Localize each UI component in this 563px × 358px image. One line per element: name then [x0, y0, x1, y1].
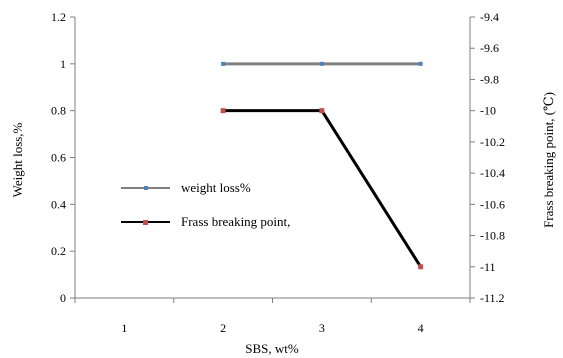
y-tick-label: 1	[60, 57, 66, 71]
data-point-series-2	[418, 264, 424, 270]
y-axis-title: Weight loss,%	[10, 122, 25, 197]
data-point-series-1	[418, 61, 423, 66]
y-tick-label: 0.6	[51, 151, 66, 165]
data-point-series-1	[221, 61, 226, 66]
y2-tick-label: -10	[480, 104, 496, 118]
legend-marker-weight-loss	[144, 186, 148, 190]
y2-tick-label: -10.8	[480, 229, 505, 243]
y2-tick-label: -11.2	[480, 291, 505, 305]
y-tick-label: 0.2	[51, 244, 66, 258]
x-axis-title: SBS, wt%	[245, 341, 299, 356]
y2-tick-label: -10.2	[480, 135, 505, 149]
series	[220, 61, 424, 270]
y2-axis-title: Frass breaking point, (℃)	[541, 92, 556, 228]
legend-label-weight-loss: weight loss%	[181, 180, 251, 195]
y2-tick-label: -10.6	[480, 197, 505, 211]
y-tick-label: 1.2	[51, 10, 66, 24]
legend-marker-frass	[143, 220, 148, 225]
data-point-series-2	[319, 108, 325, 114]
y2-tick-label: -11	[480, 260, 496, 274]
x-tick-label: 2	[220, 321, 226, 335]
y-tick-label: 0.4	[51, 197, 66, 211]
legend-item-frass: Frass breaking point,	[121, 214, 290, 229]
y2-tick-label: -9.8	[480, 72, 499, 86]
axes	[74, 17, 471, 299]
x-tick-label: 4	[418, 321, 424, 335]
x-tick-label: 1	[121, 321, 127, 335]
series-line-2	[223, 109, 422, 268]
y2-tick-label: -9.6	[480, 41, 499, 55]
legend: weight loss% Frass breaking point,	[121, 180, 290, 229]
y2-tick-label: -9.4	[480, 10, 499, 24]
data-point-series-1	[319, 61, 324, 66]
data-point-series-2	[220, 108, 226, 114]
ticks: 0 0.2 0.4 0.6 0.8 1 1.2 -9.4 -9.6 -9.8 -10 -10.2 -10…	[51, 10, 505, 335]
y2-tick-label: -10.4	[480, 166, 505, 180]
legend-label-frass: Frass breaking point,	[181, 214, 290, 229]
y-tick-label: 0	[60, 291, 66, 305]
legend-item-weight-loss: weight loss%	[121, 180, 251, 195]
x-tick-label: 3	[319, 321, 325, 335]
y-tick-label: 0.8	[51, 104, 66, 118]
